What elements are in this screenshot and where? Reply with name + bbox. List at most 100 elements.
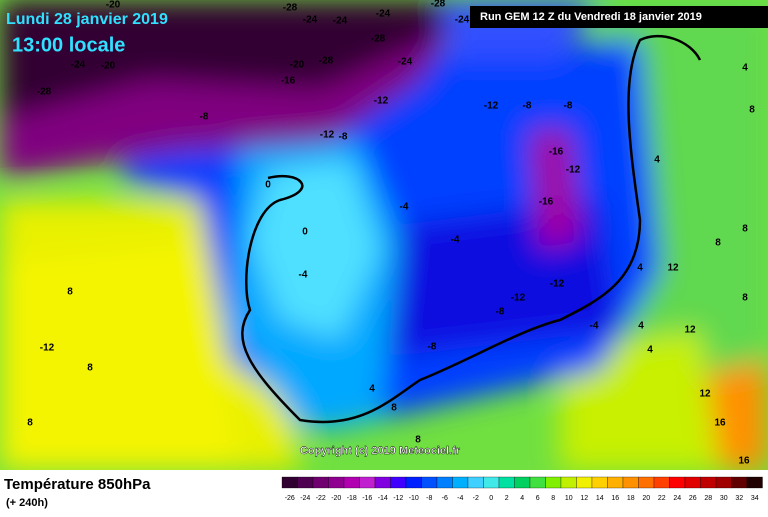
copyright: Copyright (c) 2019 Meteociel.fr [300,445,461,457]
contour-label: -24 [376,9,391,20]
scale-label: 20 [642,495,650,502]
color-swatch [746,476,763,489]
color-swatch [514,476,531,489]
contour-label: 4 [654,155,660,166]
scale-label: 12 [580,495,588,502]
scale-label: -22 [316,495,326,502]
contour-label: -8 [339,132,348,143]
contour-label: -8 [428,342,437,353]
scale-label: 4 [520,495,524,502]
scale-label: -8 [426,495,432,502]
contour-label: 4 [647,345,653,356]
color-swatch [731,476,748,489]
contour-label: -12 [40,343,55,354]
scale-label: 6 [536,495,540,502]
contour-label: -12 [550,279,565,290]
contour-label: -20 [290,60,305,71]
zero-isotherm [241,34,702,424]
contour-label: 8 [27,418,33,429]
contour-label: -8 [496,307,505,318]
contour-label: 8 [87,363,93,374]
color-swatch [669,476,686,489]
color-swatch [467,476,484,489]
contour-label: 4 [742,63,748,74]
scale-label: 10 [565,495,573,502]
contour-label: -12 [374,96,389,107]
scale-label: -6 [442,495,448,502]
scale-label: 32 [735,495,743,502]
scale-label: 14 [596,495,604,502]
scale-label: 34 [751,495,759,502]
contour-label: -28 [431,0,446,10]
run-info: Run GEM 12 Z du Vendredi 18 janvier 2019 [480,11,702,23]
contour-label: -16 [539,197,554,208]
color-swatch [312,476,329,489]
color-swatch [452,476,469,489]
color-swatch [297,476,314,489]
color-swatch [576,476,593,489]
scale-label: 16 [611,495,619,502]
scale-label: -26 [285,495,295,502]
contour-label: -24 [303,15,318,26]
contour-label: 4 [637,263,643,274]
contour-label: 12 [699,389,711,400]
contour-label: -24 [71,60,86,71]
color-swatch [622,476,639,489]
color-swatch [545,476,562,489]
color-swatch [684,476,701,489]
color-swatch [405,476,422,489]
contour-label: -12 [320,130,335,141]
scale-label: 22 [658,495,666,502]
contour-label: 0 [265,180,271,191]
contour-labels: -28-24 -24-20-24-28-24-28-24 -20 -20 -28 -24-… [27,0,755,467]
contour-label: 12 [684,325,696,336]
contour-label: -12 [511,293,526,304]
color-swatch [390,476,407,489]
scale-label: -2 [473,495,479,502]
contour-label: -8 [564,101,573,112]
scale-label: 24 [673,495,681,502]
contour-label: -24 [455,15,470,26]
scale-label: 26 [689,495,697,502]
scale-label: -14 [378,495,388,502]
scale-label: -16 [362,495,372,502]
color-swatch [560,476,577,489]
contour-label: -4 [400,202,409,213]
color-swatch [281,476,298,489]
contour-label: 8 [415,435,421,446]
scale-label: -20 [331,495,341,502]
contour-label: 16 [738,456,750,467]
contour-label: 8 [391,403,397,414]
color-swatch [607,476,624,489]
contour-label: -16 [281,76,296,87]
contour-label: 8 [67,287,73,298]
scale-label: 8 [551,495,555,502]
color-swatch [328,476,345,489]
run-box [470,6,768,28]
color-swatch [700,476,717,489]
contour-label: 12 [667,263,679,274]
contour-label: 4 [638,321,644,332]
scale-label: -24 [300,495,310,502]
contour-label: -24 [398,57,413,68]
color-swatch [653,476,670,489]
contour-label: 8 [715,238,721,249]
color-swatch [591,476,608,489]
color-swatch [421,476,438,489]
color-swatch [498,476,515,489]
lead-time: (+ 240h) [6,497,48,509]
contour-label: -4 [590,321,599,332]
contour-label: 8 [742,293,748,304]
contour-label: 0 [302,227,308,238]
field-title: Température 850hPa [4,476,151,493]
contour-label: -20 [106,0,121,11]
contour-label: 8 [742,224,748,235]
contour-label: 8 [749,105,755,116]
contour-label: -8 [523,101,532,112]
color-swatch [483,476,500,489]
scale-label: -4 [457,495,463,502]
forecast-date: Lundi 28 janvier 2019 [6,11,168,28]
contour-label: -16 [549,147,564,158]
color-swatch [374,476,391,489]
